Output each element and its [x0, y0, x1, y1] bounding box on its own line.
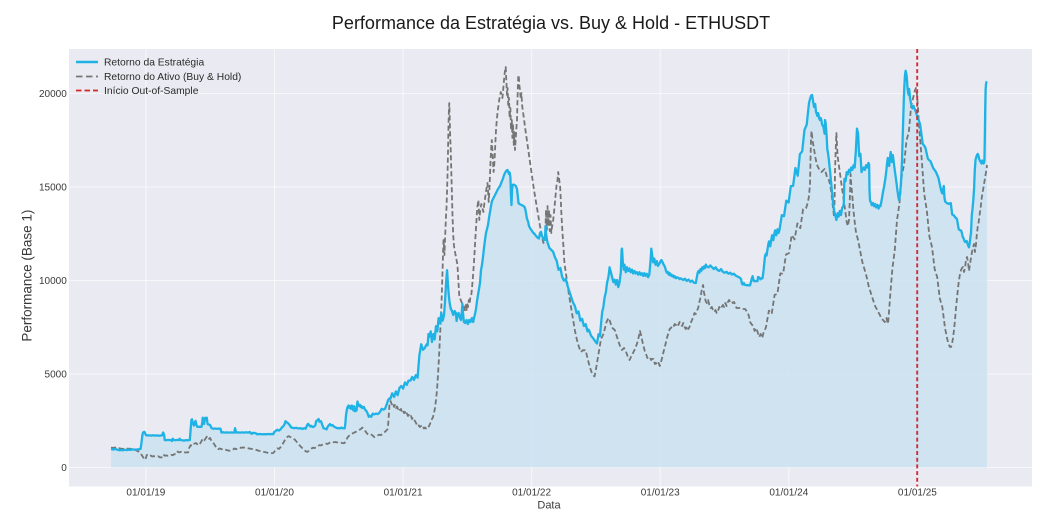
svg-text:5000: 5000	[45, 370, 68, 381]
svg-text:01/01/19: 01/01/19	[126, 488, 165, 499]
svg-text:Data: Data	[537, 500, 561, 512]
svg-text:Performance da Estratégia vs.: Performance da Estratégia vs. Buy & Hold…	[332, 13, 770, 33]
svg-text:01/01/21: 01/01/21	[384, 488, 423, 499]
svg-text:01/01/25: 01/01/25	[898, 488, 937, 499]
svg-text:Retorno da Estratégia: Retorno da Estratégia	[104, 58, 204, 69]
svg-text:01/01/24: 01/01/24	[769, 488, 808, 499]
svg-text:0: 0	[61, 463, 67, 474]
svg-text:Performance (Base 1): Performance (Base 1)	[20, 210, 35, 342]
svg-text:10000: 10000	[39, 276, 67, 287]
svg-text:20000: 20000	[39, 89, 67, 100]
svg-text:01/01/23: 01/01/23	[641, 488, 680, 499]
svg-text:01/01/20: 01/01/20	[255, 488, 294, 499]
svg-text:01/01/22: 01/01/22	[512, 488, 551, 499]
svg-text:Retorno do Ativo (Buy & Hold): Retorno do Ativo (Buy & Hold)	[104, 72, 241, 83]
svg-text:15000: 15000	[39, 183, 67, 194]
svg-text:Início Out-of-Sample: Início Out-of-Sample	[104, 86, 199, 97]
